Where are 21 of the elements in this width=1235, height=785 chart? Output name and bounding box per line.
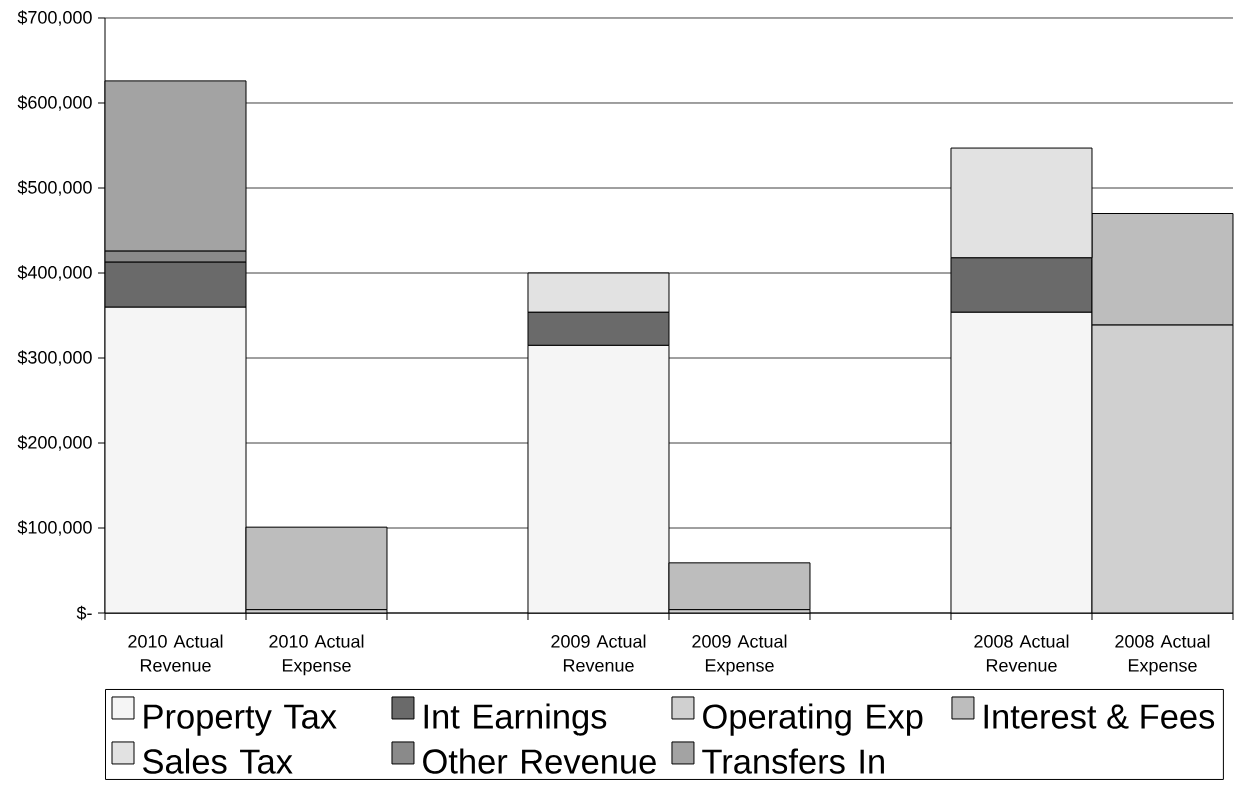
x-tick-label: 2010 Actual Expense (269, 634, 364, 676)
legend-label: Other Revenue (423, 748, 656, 774)
x-tick-label: 2010 Actual Revenue (128, 634, 223, 672)
y-tick-label: $500,000 (17, 180, 92, 196)
x-tick-label: 2008 Actual Revenue (974, 634, 1069, 672)
y-tick-label: $400,000 (17, 265, 92, 281)
legend-label: Sales Tax (143, 748, 293, 774)
legend-label: Int Earnings (424, 703, 607, 736)
x-tick-label: 2008 Actual Expense (1115, 634, 1210, 676)
y-tick-label: $600,000 (17, 95, 92, 111)
legend-label: Operating Exp (703, 703, 923, 736)
y-tick-label: $200,000 (17, 435, 92, 451)
y-tick-label: $300,000 (17, 350, 92, 366)
x-tick-label: 2009 Actual Revenue (551, 634, 646, 672)
y-tick-label: $100,000 (17, 520, 92, 536)
legend-label: Interest & Fees (984, 704, 1215, 729)
x-tick-label: 2009 Actual Expense (692, 634, 787, 676)
y-tick-label: $- (76, 605, 92, 621)
legend-label: Transfers In (702, 748, 884, 774)
legend-label: Property Tax (144, 704, 337, 736)
y-tick-label: $700,000 (17, 10, 92, 26)
